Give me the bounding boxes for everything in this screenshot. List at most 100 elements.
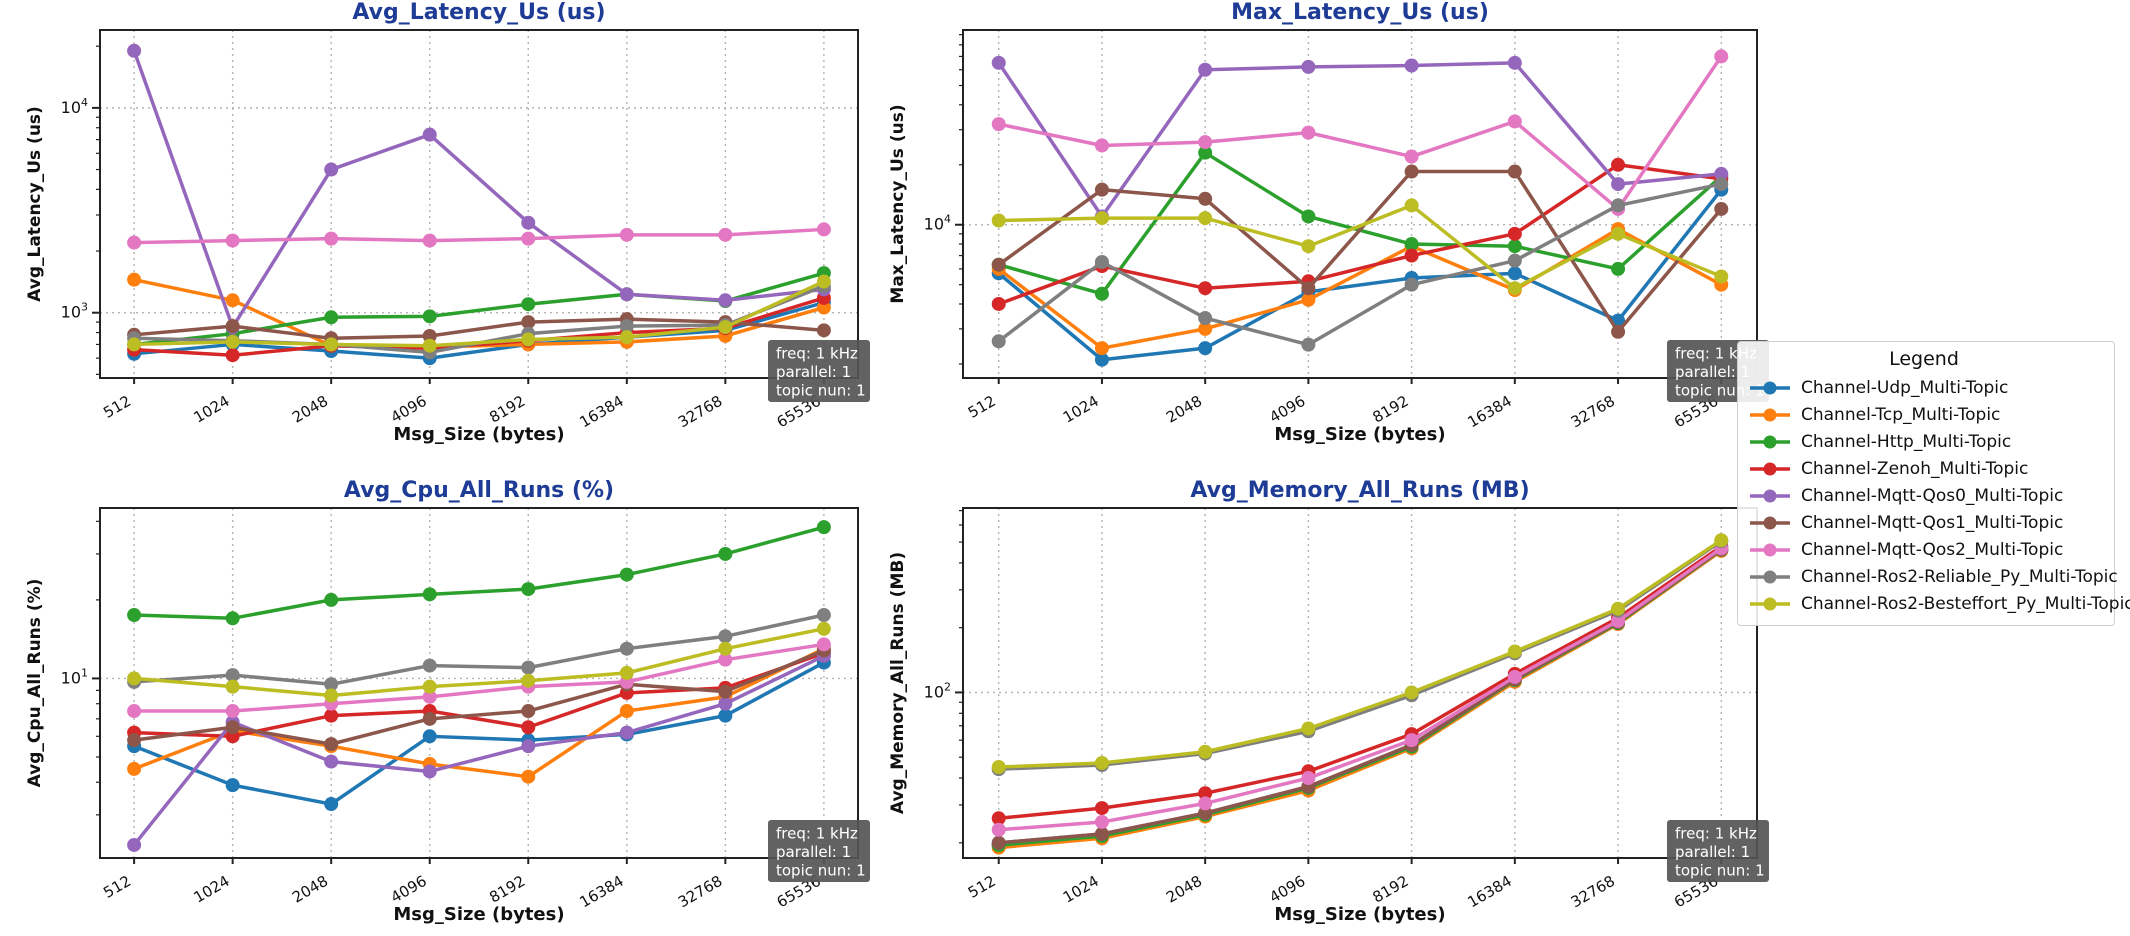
data-point-marker [1507,164,1522,179]
x-tick-label: 1024 [191,872,233,907]
data-point-marker [1198,281,1213,296]
x-tick-label: 8192 [486,872,528,907]
data-point-marker [718,708,733,723]
legend-line-marker-icon [1750,489,1790,502]
data-point-marker [1094,286,1109,301]
legend-item-label: Channel-Mqtt-Qos0_Multi-Topic [1801,485,2064,506]
info-box-line: topic nun: 1 [776,382,866,400]
x-tick-label: 512 [965,872,999,902]
legend-item-label: Channel-Http_Multi-Topic [1801,431,2012,452]
series-line [133,317,825,341]
data-point-marker [324,737,339,752]
y-tick-label: 102 [924,680,951,701]
series-line [998,544,1723,821]
chart-title: Avg_Memory_All_Runs (MB) [1190,478,1529,503]
data-point-marker [1198,311,1213,326]
data-point-marker [718,641,733,656]
info-box-line: freq: 1 kHz [776,825,858,843]
y-tick-label: 104 [61,96,88,117]
x-axis-label: Msg_Size (bytes) [393,424,564,445]
data-point-marker [1198,135,1213,150]
info-box-line: freq: 1 kHz [776,345,858,363]
data-point-marker [1301,721,1316,736]
data-point-marker [422,729,437,744]
data-point-marker [991,257,1006,272]
series-line [998,546,1723,832]
data-point-marker [1198,62,1213,77]
series-line [132,50,825,329]
x-tick-label: 16384 [1465,872,1515,911]
data-point-marker [1198,321,1213,336]
data-point-marker [718,629,733,644]
legend-item-label: Channel-Zenoh_Multi-Topic [1801,458,2029,479]
series-line [997,188,1723,362]
data-point-marker [422,679,437,694]
x-tick-label: 2048 [1163,392,1205,427]
data-point-marker [619,704,634,719]
data-point-marker [225,778,240,793]
x-tick-label: 1024 [1060,872,1102,907]
data-point-marker [619,330,634,345]
data-point-marker [816,222,831,237]
data-point-marker [1611,198,1626,213]
data-point-marker [1507,114,1522,129]
legend-item: Channel-Http_Multi-Topic [1748,428,2100,455]
data-point-marker [1301,337,1316,352]
data-point-marker [1094,352,1109,367]
info-box-line: parallel: 1 [776,843,851,861]
data-point-marker [1404,149,1419,164]
y-axis-label: Avg_Latency_Us (us) [25,106,45,302]
data-point-marker [1301,59,1316,74]
legend-item-label: Channel-Ros2-Besteffort_Py_Multi-Topic [1801,593,2130,614]
data-point-marker [1198,744,1213,759]
data-point-marker [1611,226,1626,241]
x-tick-label: 32768 [1568,392,1618,431]
data-point-marker [521,332,536,347]
data-point-marker [127,608,142,623]
data-point-marker [521,582,536,597]
x-tick-label: 32768 [1568,872,1618,911]
chart-title: Max_Latency_Us (us) [1231,0,1489,25]
info-box-line: parallel: 1 [1675,843,1750,861]
data-point-marker [225,319,240,334]
legend-line-marker-icon [1750,462,1790,475]
x-tick-label: 16384 [1465,392,1515,431]
data-point-marker [127,837,142,852]
info-box-line: topic nun: 1 [776,862,866,880]
y-axis-label: Avg_Cpu_All_Runs (%) [25,579,45,788]
data-point-marker [1198,341,1213,356]
data-point-marker [1507,669,1522,684]
x-tick-label: 512 [100,872,134,902]
data-point-marker [1611,613,1626,628]
data-point-marker [1198,796,1213,811]
data-point-marker [1507,253,1522,268]
legend-item-label: Channel-Udp_Multi-Topic [1801,377,2009,398]
data-point-marker [718,684,733,699]
data-point-marker [1714,201,1729,216]
legend-item: Channel-Mqtt-Qos0_Multi-Topic [1748,482,2100,509]
data-point-marker [324,310,339,325]
x-tick-label: 1024 [191,392,233,427]
legend-item: Channel-Ros2-Besteffort_Py_Multi-Topic [1748,590,2130,617]
data-point-marker [422,328,437,343]
x-tick-label: 16384 [576,392,626,431]
data-point-marker [619,665,634,680]
x-tick-label: 1024 [1060,392,1102,427]
series-line [133,300,825,360]
data-point-marker [225,334,240,349]
data-point-marker [816,323,831,338]
data-point-marker [422,233,437,248]
data-point-marker [619,319,634,334]
data-point-marker [324,231,339,246]
data-point-marker [1301,239,1316,254]
data-point-marker [991,835,1006,850]
data-point-marker [1714,49,1729,64]
legend-item: Channel-Tcp_Multi-Topic [1748,401,2100,428]
y-axis-label: Avg_Memory_All_Runs (MB) [888,552,908,814]
